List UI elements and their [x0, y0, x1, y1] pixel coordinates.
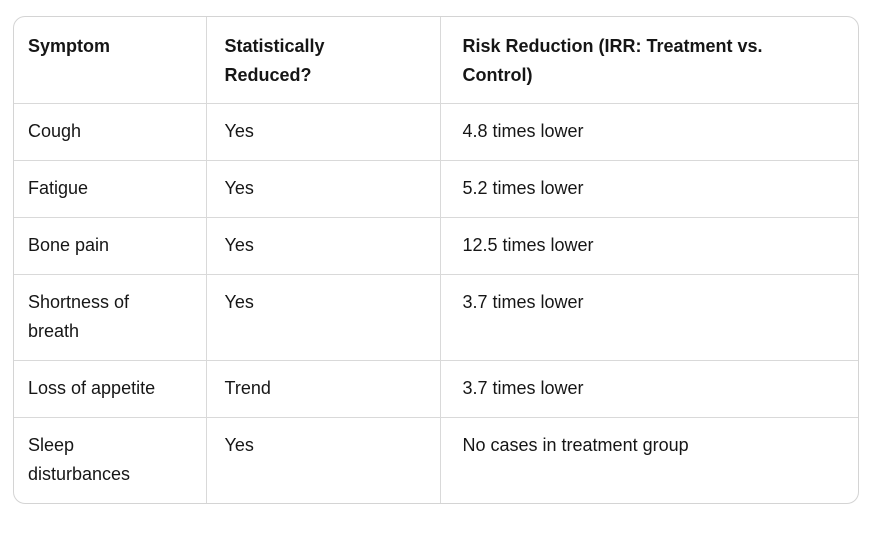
- cell-risk-reduction: 4.8 times lower: [439, 103, 858, 161]
- cell-statistically-reduced: Yes: [205, 103, 440, 161]
- cell-statistically-reduced: Yes: [205, 160, 440, 218]
- table-row: Fatigue Yes 5.2 times lower: [14, 160, 858, 218]
- cell-statistically-reduced: Trend: [205, 360, 440, 418]
- cell-symptom: Fatigue: [14, 160, 206, 218]
- cell-risk-reduction: No cases in treatment group: [439, 417, 858, 503]
- cell-statistically-reduced: Yes: [205, 417, 440, 503]
- table-row: Bone pain Yes 12.5 times lower: [14, 217, 858, 275]
- cell-symptom: Bone pain: [14, 217, 206, 275]
- table-body: Cough Yes 4.8 times lower Fatigue Yes 5.…: [14, 103, 858, 503]
- cell-statistically-reduced: Yes: [205, 217, 440, 275]
- table-row: Loss of appetite Trend 3.7 times lower: [14, 360, 858, 418]
- table-row: Shortness of breath Yes 3.7 times lower: [14, 274, 858, 361]
- cell-risk-reduction: 12.5 times lower: [439, 217, 858, 275]
- page: { "colors": { "background": "#ffffff", "…: [0, 16, 871, 535]
- cell-risk-reduction: 5.2 times lower: [439, 160, 858, 218]
- cell-symptom: Cough: [14, 103, 206, 161]
- column-header-symptom: Symptom: [14, 17, 206, 104]
- cell-risk-reduction: 3.7 times lower: [439, 360, 858, 418]
- table-row: Sleep disturbances Yes No cases in treat…: [14, 417, 858, 503]
- symptom-risk-table: Symptom Statistically Reduced? Risk Redu…: [14, 17, 858, 503]
- cell-symptom: Shortness of breath: [14, 274, 206, 361]
- header-row: Symptom Statistically Reduced? Risk Redu…: [14, 17, 858, 104]
- symptom-table-card: Symptom Statistically Reduced? Risk Redu…: [13, 16, 859, 504]
- table-header: Symptom Statistically Reduced? Risk Redu…: [14, 17, 858, 104]
- cell-symptom: Sleep disturbances: [28, 435, 131, 484]
- column-header-risk-reduction: Risk Reduction (IRR: Treatment vs. Contr…: [439, 17, 858, 104]
- table-row: Cough Yes 4.8 times lower: [14, 103, 858, 161]
- cell-risk-reduction: 3.7 times lower: [439, 274, 858, 361]
- cell-symptom: Loss of appetite: [14, 360, 206, 418]
- column-header-statistically-reduced: Statistically Reduced?: [205, 17, 440, 104]
- cell-statistically-reduced: Yes: [205, 274, 440, 361]
